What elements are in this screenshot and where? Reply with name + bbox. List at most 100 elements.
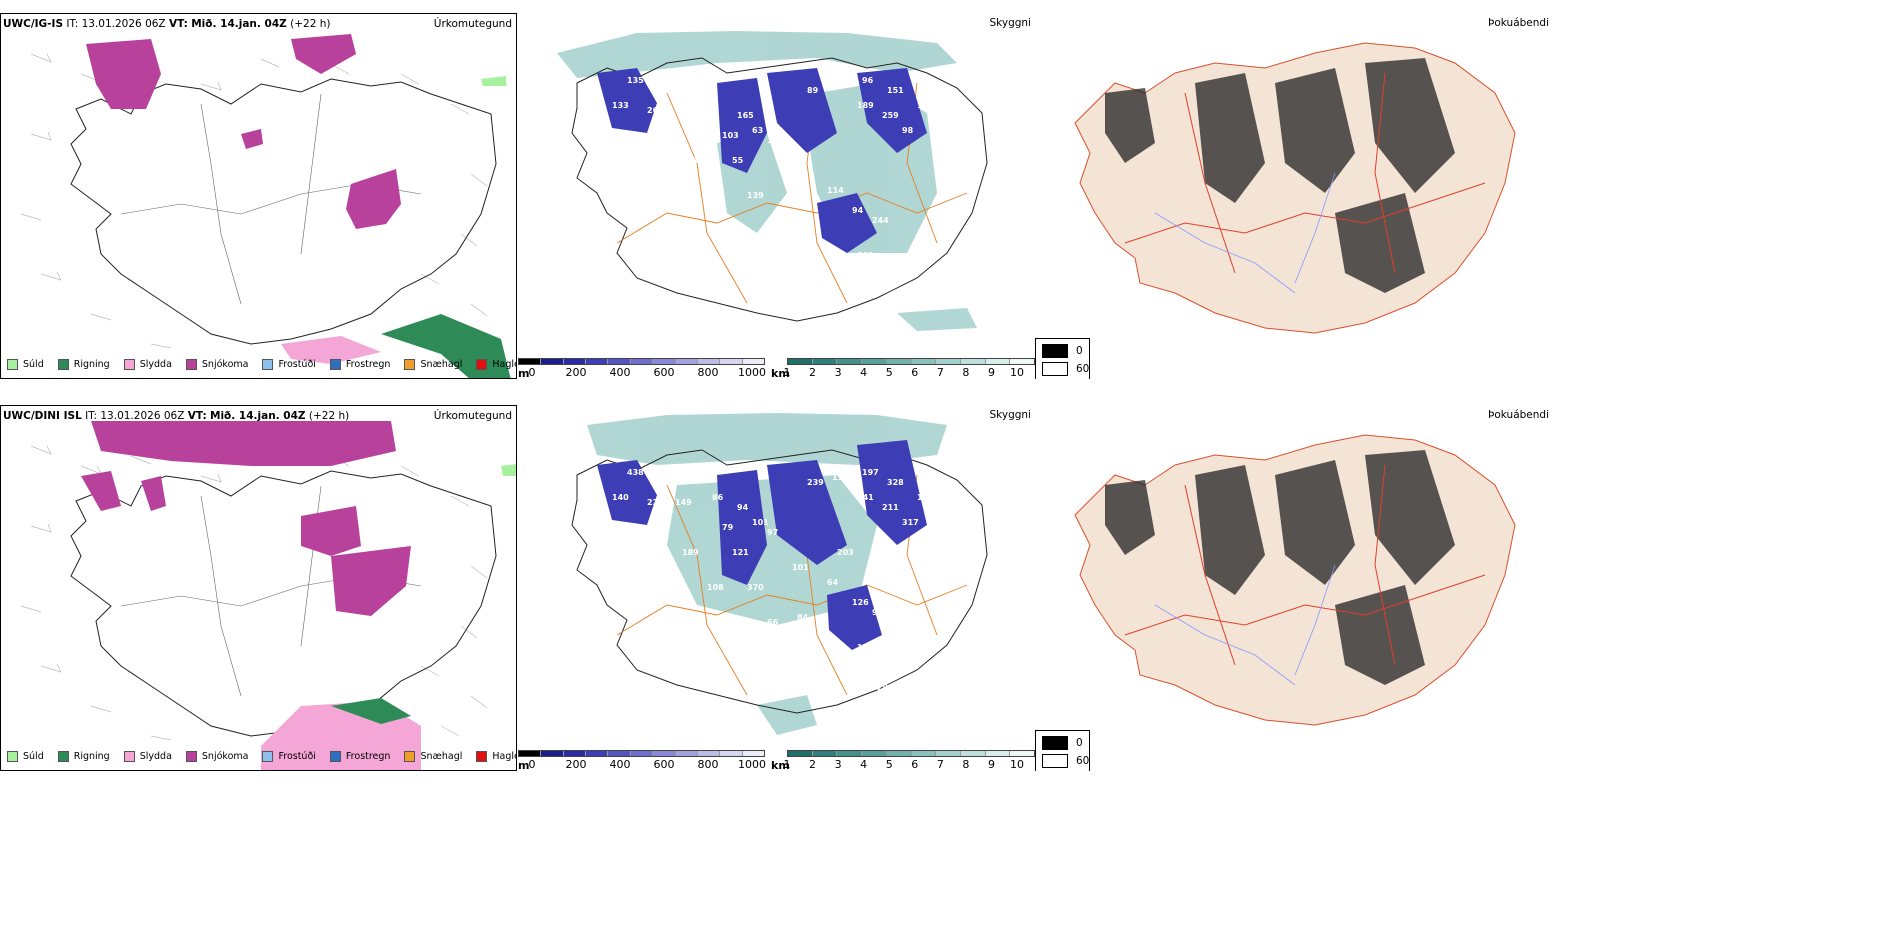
wind-barbs [20,53,488,349]
vis-unit: km [771,759,790,771]
legend-label: Frostregn [345,359,391,370]
snow-height-label: 1 [712,101,718,110]
fog-map-2 [1074,434,1516,726]
colorbar-tick: 600 [653,366,675,379]
snow-height-label: 165 [737,111,754,120]
legend-label: Frostúði [278,751,316,762]
colorbar-segment [788,751,813,756]
colorbar-segment [563,359,587,364]
colorbar-segment [788,359,813,364]
iceland-coast [571,449,988,714]
roads [1124,464,1486,666]
legend-item: Frostregn [329,751,390,762]
snow-areas [81,421,411,616]
colorbar-segment [960,359,986,364]
legend-swatch [57,751,69,762]
colorbar-tick: 5 [885,366,893,379]
colorbar-tick: 600 [653,758,675,771]
snow-height-label: 66 [767,618,779,627]
fog-key-row: 60 [1042,362,1089,376]
colorbar-tick: 800 [697,758,719,771]
colorbar-tick: 6 [911,366,919,379]
colorbar-segment [675,359,698,364]
colorbar-segment [985,751,1011,756]
legend-swatch [476,751,488,762]
colorbar-tick: 8 [962,366,970,379]
colorbar-tick: 1000 [738,758,766,771]
fog-key-swatch [1042,344,1068,358]
colorbar-tick: 1000 [738,366,766,379]
legend-swatch [329,751,341,762]
snow-height-label: 370 [747,583,764,592]
colorbar-tick: 800 [697,366,719,379]
legend-swatch [123,359,135,370]
snow-height-label: 139 [747,191,764,200]
snow-height-label: 197 [862,468,879,477]
legend-swatch [329,359,341,370]
fog-panel-2: Þokuábendi 0 60 [1035,405,1553,771]
vt-value: Mið. 14.jan. 04Z [210,410,306,422]
snow-height-label: 141 [857,493,874,502]
iceland-coast [571,57,988,322]
snow-height-label: 438 [627,468,644,477]
legend-label: Frostúði [278,359,316,370]
snow-height-label: 244 [872,216,889,225]
legend-swatch [404,751,416,762]
snow-height-label: 125 [857,643,874,652]
fog-panel-1: Þokuábendi 0 60 [1035,13,1553,379]
legend-swatch [123,751,135,762]
snow-height-label: 111 [682,156,699,165]
it-label: IT: [66,18,79,30]
colorbar-segment [911,751,937,756]
colorbar-segment [675,751,698,756]
colorbar-segment [886,751,912,756]
fog-key-label: 0 [1076,737,1083,749]
snow-height-label: 151 [887,86,904,95]
it-value: 13.01.2026 06Z [100,410,185,422]
snow-height-label: 173 [652,473,669,482]
vis-bar [787,358,1035,365]
legend-item: Snæhagl [404,751,462,762]
snow-height-label: 37 [817,658,828,667]
colorbar-segment [837,751,863,756]
legend-item: Súld [7,751,44,762]
legend-label: Snjókoma [201,359,249,370]
legend-swatch [185,359,197,370]
snow-height-label: 118 [832,473,849,482]
snow-height-label: 164 [862,668,879,677]
colorbar-tick: 4 [860,758,868,771]
snow-height-label: 164 [832,81,849,90]
snow-height-label: 193 [792,171,809,180]
snow-height-label: 109 [917,101,934,110]
colorbar-segment [720,359,743,364]
legend-label: Súld [23,359,44,370]
panel-title: Skyggni [989,409,1032,421]
legend-item: Frostúði [262,359,316,370]
fog-key: 0 60 [1035,730,1090,771]
colorbar-segment [1010,751,1035,756]
snow-ticks: 0 200 400 600 800 1000 [529,758,767,771]
snow-height-label: 47 [767,226,778,235]
legend-label: Snjókoma [201,751,249,762]
legend-label: Haglél [492,359,516,370]
colorbar-segment [563,751,587,756]
snow-unit: m [518,367,530,379]
snow-height-label: 96 [862,76,874,85]
it-label: IT: [85,410,98,422]
fog-map-1 [1074,42,1516,334]
colorbar-tick: 8 [962,758,970,771]
snow-height-label: 162 [667,588,684,597]
legend-item: Rigning [57,751,110,762]
snow-height-label: 259 [882,111,899,120]
colorbar-segment [862,751,887,756]
vis-ticks: 1 2 3 4 5 6 7 8 9 10 [784,758,1025,771]
legend-label: Snæhagl [420,359,463,370]
colorbar-segment [586,359,609,364]
colorbar-segment [541,359,564,364]
legend-swatch [185,751,197,762]
vis-ticks: 1 2 3 4 5 6 7 8 9 10 [784,366,1025,379]
legend-label: Snæhagl [420,751,463,762]
snow-height-label: 108 [707,583,724,592]
snow-height-label: 189 [857,101,874,110]
panel-title: Þokuábendi [1488,409,1549,421]
